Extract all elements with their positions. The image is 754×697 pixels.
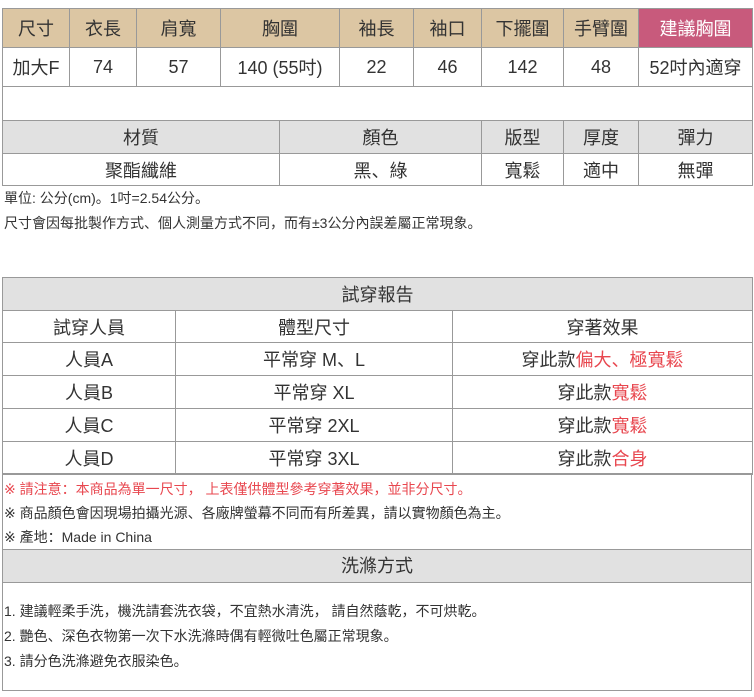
tester: 人員C (2, 408, 176, 442)
cell-material: 聚酯纖維 (2, 153, 280, 186)
header-fit: 版型 (481, 120, 564, 154)
header-tester: 試穿人員 (2, 310, 176, 343)
cell-hem: 142 (481, 47, 564, 87)
effect-value: 寬鬆 (611, 383, 648, 403)
header-color: 顏色 (279, 120, 482, 154)
effect-prefix: 穿此款 (557, 449, 612, 469)
washing-item: 2. 艷色、深色衣物第一次下水洗滌時偶有輕微吐色屬正常現象。 (4, 628, 398, 644)
notice-origin: ※ 產地：Made in China (4, 529, 152, 545)
body-size: 平常穿 XL (175, 375, 453, 409)
cell-size: 加大F (2, 47, 70, 87)
cell-suggested-chest: 52吋內適穿 (638, 47, 753, 87)
header-shoulder: 肩寬 (136, 8, 221, 48)
cell-sleeve: 22 (339, 47, 414, 87)
washing-header: 洗滌方式 (2, 549, 752, 583)
effect: 穿此款寬鬆 (451, 408, 754, 442)
body-size: 平常穿 3XL (175, 441, 453, 475)
cell-shoulder: 57 (136, 47, 221, 87)
cell-cuff: 46 (413, 47, 482, 87)
effect-value: 合身 (611, 449, 648, 469)
table-row: 人員C 平常穿 2XL 穿此款寬鬆 (2, 408, 754, 442)
unit-note: 單位: 公分(cm)。1吋=2.54公分。 (4, 190, 209, 206)
effect-prefix: 穿此款 (521, 350, 576, 370)
effect-value: 寬鬆 (611, 416, 648, 436)
cell-thickness: 適中 (563, 153, 639, 186)
header-cuff: 袖口 (413, 8, 482, 48)
header-chest: 胸圍 (220, 8, 340, 48)
header-arm: 手臂圍 (563, 8, 639, 48)
cell-length: 74 (69, 47, 137, 87)
header-sleeve: 袖長 (339, 8, 414, 48)
body-size: 平常穿 2XL (175, 408, 453, 442)
blank-row (2, 86, 753, 121)
fit-report-title: 試穿報告 (1, 277, 754, 311)
effect: 穿此款寬鬆 (451, 375, 754, 409)
error-note: 尺寸會因每批製作方式、個人測量方式不同，而有±3公分內誤差屬正常現象。 (4, 215, 482, 231)
washing-item: 1. 建議輕柔手洗，機洗請套洗衣袋，不宜熱水清洗， 請自然蔭乾，不可烘乾。 (4, 603, 486, 619)
effect-prefix: 穿此款 (557, 416, 612, 436)
notice-single-size: ※ 請注意：本商品為單一尺寸， 上表僅供體型參考穿著效果，並非分尺寸。 (4, 481, 472, 497)
header-suggested-chest: 建議胸圍 (638, 8, 753, 48)
header-hem: 下擺圍 (481, 8, 564, 48)
cell-arm: 48 (563, 47, 639, 87)
effect-value: 偏大、極寬鬆 (575, 350, 684, 370)
effect: 穿此款合身 (451, 441, 754, 475)
effect-prefix: 穿此款 (557, 383, 612, 403)
fit-report-table: 試穿報告 試穿人員 體型尺寸 穿著效果 人員A 平常穿 M、L 穿此款偏大、極寬鬆 … (1, 277, 754, 475)
tester: 人員D (2, 441, 176, 475)
cell-color: 黑、綠 (279, 153, 482, 186)
size-table: 尺寸 衣長 肩寬 胸圍 袖長 袖口 下擺圍 手臂圍 建議胸圍 加大F 74 57… (2, 8, 753, 121)
table-row: 人員A 平常穿 M、L 穿此款偏大、極寬鬆 (2, 342, 754, 376)
table-row: 人員B 平常穿 XL 穿此款寬鬆 (2, 375, 754, 409)
cell-chest: 140 (55吋) (220, 47, 340, 87)
washing-title: 洗滌方式 (341, 556, 413, 576)
header-effect: 穿著效果 (451, 310, 754, 343)
washing-item: 3. 請分色洗滌避免衣服染色。 (4, 653, 188, 669)
header-length: 衣長 (69, 8, 137, 48)
body-size: 平常穿 M、L (175, 342, 453, 376)
table-row: 人員D 平常穿 3XL 穿此款合身 (2, 441, 754, 475)
washing-body (2, 582, 752, 691)
notice-color: ※ 商品顏色會因現場拍攝光源、各廠牌螢幕不同而有所差異，請以實物顏色為主。 (4, 505, 510, 521)
header-thickness: 厚度 (563, 120, 639, 154)
cell-fit: 寬鬆 (481, 153, 564, 186)
effect: 穿此款偏大、極寬鬆 (451, 342, 754, 376)
header-size: 尺寸 (2, 8, 70, 48)
header-material: 材質 (2, 120, 280, 154)
tester: 人員A (2, 342, 176, 376)
header-elasticity: 彈力 (638, 120, 753, 154)
material-table: 材質 顏色 版型 厚度 彈力 聚酯纖維 黑、綠 寬鬆 適中 無彈 (2, 120, 753, 186)
header-body-size: 體型尺寸 (175, 310, 453, 343)
cell-elasticity: 無彈 (638, 153, 753, 186)
tester: 人員B (2, 375, 176, 409)
